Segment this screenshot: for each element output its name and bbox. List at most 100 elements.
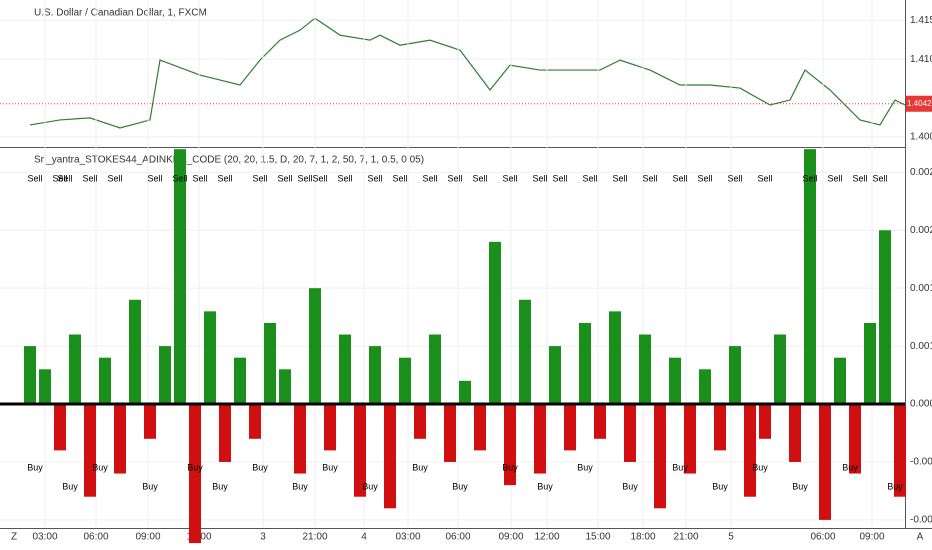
sell-signal: Sell: [727, 173, 742, 183]
x-tick-label: 3: [260, 532, 266, 543]
sell-signal: Sell: [392, 173, 407, 183]
buy-signal: Buy: [362, 481, 378, 491]
histogram-bar: [774, 334, 786, 405]
buy-signal: Buy: [92, 462, 108, 472]
toolbar-button[interactable]: Z: [11, 532, 17, 543]
buy-signal: Buy: [792, 481, 808, 491]
histogram-bar: [384, 404, 396, 509]
x-tick-label: 03:00: [395, 532, 420, 543]
sell-signal: Sell: [642, 173, 657, 183]
histogram-bar: [534, 404, 546, 474]
histogram-bar: [219, 404, 231, 462]
histogram-bar: [804, 149, 816, 405]
buy-signal: Buy: [672, 462, 688, 472]
x-tick-label: 09:00: [859, 532, 884, 543]
price-line: [29, 17, 906, 129]
histogram-bar: [744, 404, 756, 497]
histogram-bar: [114, 404, 126, 474]
histogram-bar: [234, 357, 246, 405]
sell-signal: Sell: [852, 173, 867, 183]
histogram-bar: [549, 346, 561, 405]
histogram-bar: [354, 404, 366, 497]
sell-signal: Sell: [532, 173, 547, 183]
sell-signal: Sell: [582, 173, 597, 183]
buy-signal: Buy: [412, 462, 428, 472]
pane-title: U.S. Dollar / Canadian Dollar, 1, FXCM: [34, 8, 207, 19]
buy-signal: Buy: [252, 462, 268, 472]
histogram-bar: [159, 346, 171, 405]
y-tick-label: 1.41500: [910, 15, 932, 26]
sell-signal: Sell: [367, 173, 382, 183]
sell-signal: Sell: [827, 173, 842, 183]
toolbar-button[interactable]: A: [917, 532, 924, 543]
histogram-bar: [444, 404, 456, 462]
sell-signal: Sell: [252, 173, 267, 183]
sell-signal: Sell: [147, 173, 162, 183]
sell-signal: Sell: [872, 173, 887, 183]
histogram-bar: [564, 404, 576, 451]
histogram-bar: [249, 404, 261, 439]
x-tick-label: 5: [728, 532, 734, 543]
histogram-bar: [369, 346, 381, 405]
sell-signal: Sell: [472, 173, 487, 183]
histogram-bar: [279, 369, 291, 405]
buy-signal: Buy: [577, 462, 593, 472]
sell-signal: Sell: [552, 173, 567, 183]
sell-signal: Sell: [447, 173, 462, 183]
x-tick-label: 12:00: [534, 532, 559, 543]
y-tick-label: -0.001: [910, 515, 932, 526]
x-tick-label: 06:00: [83, 532, 108, 543]
histogram-bar: [339, 334, 351, 405]
histogram-bar: [264, 322, 276, 405]
buy-signal: Buy: [712, 481, 728, 491]
histogram-bar: [474, 404, 486, 451]
histogram-bar: [609, 311, 621, 405]
x-tick-label: 21:00: [302, 532, 327, 543]
indicator-title: Sri_yantra_STOKES44_ADINKRA_CODE (20, 20…: [34, 155, 424, 166]
sell-signal: Sell: [217, 173, 232, 183]
y-tick-label: 0.001: [910, 341, 932, 352]
buy-signal: Buy: [887, 481, 903, 491]
sell-signal: Sell: [802, 173, 817, 183]
histogram-bar: [729, 346, 741, 405]
sell-signal: Sell: [192, 173, 207, 183]
histogram-bar: [99, 357, 111, 405]
x-tick-label: 09:00: [135, 532, 160, 543]
sell-signal: Sell: [697, 173, 712, 183]
x-tick-label: 15:00: [585, 532, 610, 543]
histogram-bar: [684, 404, 696, 474]
buy-signal: Buy: [502, 462, 518, 472]
histogram-bar: [489, 241, 501, 405]
sell-signal: Sell: [172, 173, 187, 183]
histogram-bar: [654, 404, 666, 509]
y-tick-label: 1.40000: [910, 132, 932, 143]
histogram-bar: [879, 230, 891, 405]
sell-signal: Sell: [52, 173, 67, 183]
histogram-bar: [414, 404, 426, 439]
sell-signal: Sell: [277, 173, 292, 183]
buy-signal: Buy: [622, 481, 638, 491]
sell-signal: Sell: [502, 173, 517, 183]
histogram-bar: [429, 334, 441, 405]
histogram-bar: [189, 404, 201, 544]
buy-signal: Buy: [322, 462, 338, 472]
y-tick-label: 0.000: [910, 399, 932, 410]
histogram-bar: [519, 299, 531, 405]
histogram-bar: [759, 404, 771, 439]
x-tick-label: 18:00: [630, 532, 655, 543]
sell-signal: Sell: [82, 173, 97, 183]
y-tick-label: 0.002: [910, 167, 932, 178]
sell-signal: Sell: [107, 173, 122, 183]
buy-signal: Buy: [187, 462, 203, 472]
y-tick-label: -0.001: [910, 457, 932, 468]
buy-signal: Buy: [842, 462, 858, 472]
buy-signal: Buy: [537, 481, 553, 491]
histogram-bar: [309, 288, 321, 405]
histogram-bar: [594, 404, 606, 439]
y-tick-label: 0.001: [910, 283, 932, 294]
histogram-bar: [864, 322, 876, 405]
histogram-bar: [324, 404, 336, 451]
histogram-bar: [294, 404, 306, 474]
